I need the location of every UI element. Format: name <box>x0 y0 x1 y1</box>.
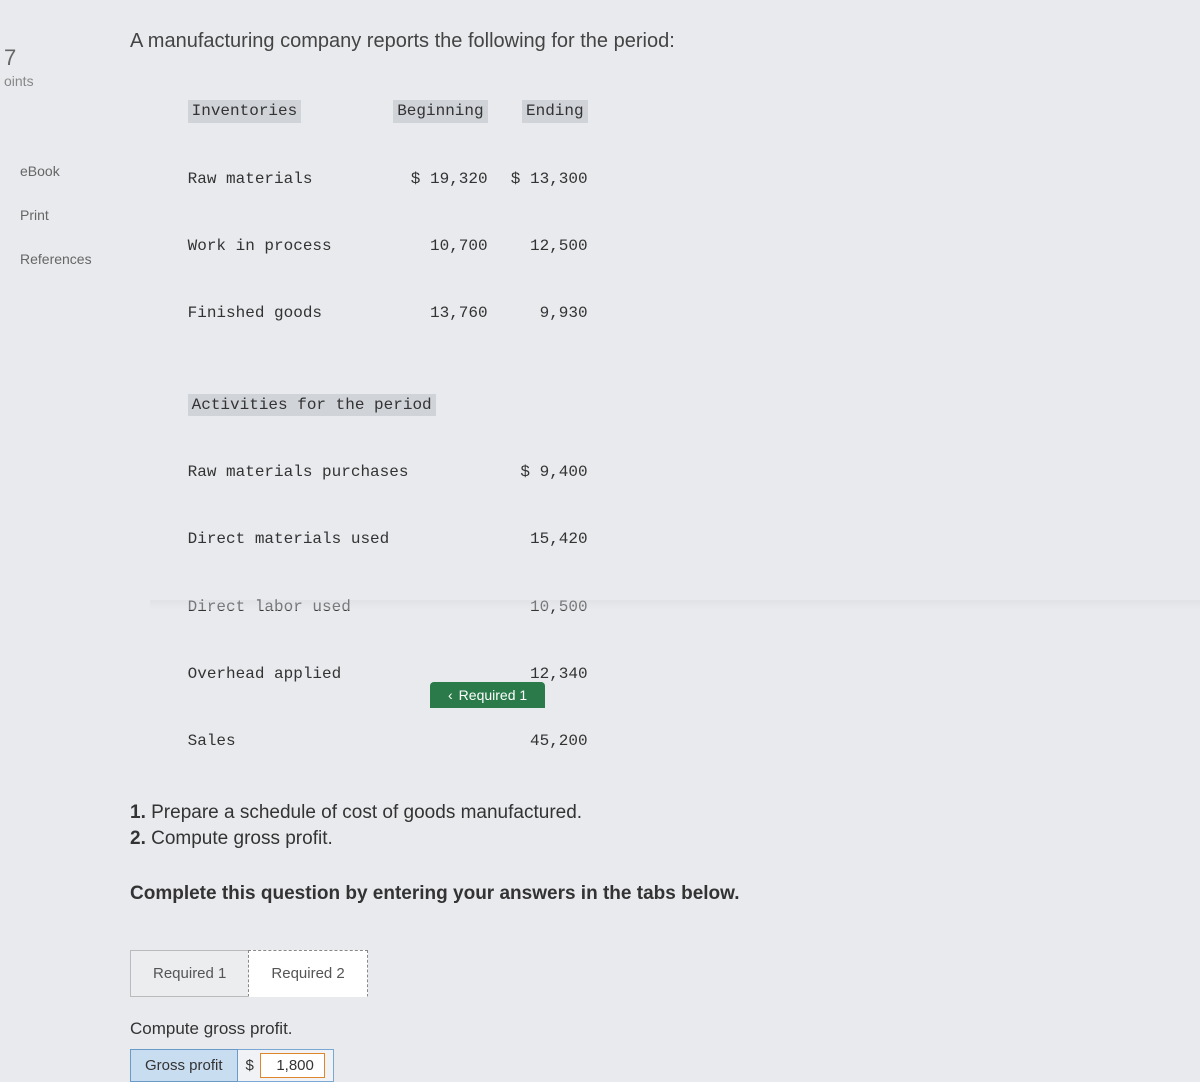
inv-row-beg: $ 19,320 <box>388 168 488 190</box>
table-row: Direct materials used15,420 <box>130 506 1180 573</box>
inventories-table: Inventories Beginning Ending Raw materials… <box>130 78 1180 347</box>
act-row-val: 15,420 <box>488 528 588 550</box>
question-number: 7 <box>0 45 110 71</box>
question-2: Compute gross profit. <box>151 828 333 849</box>
answer-label: Gross profit <box>130 1049 238 1082</box>
inv-header-beg: Beginning <box>393 100 487 122</box>
nav-prev-button[interactable]: ‹ Required 1 <box>430 682 545 708</box>
prompt-text: A manufacturing company reports the foll… <box>130 30 1180 53</box>
currency-symbol: $ <box>246 1057 254 1074</box>
inv-row-beg: 13,760 <box>388 302 488 324</box>
question-list: 1. Prepare a schedule of cost of goods m… <box>130 800 1180 853</box>
inv-row-end: 12,500 <box>488 235 588 257</box>
inv-row-beg: 10,700 <box>388 235 488 257</box>
table-row: Work in process10,70012,500 <box>130 212 1180 279</box>
act-header: Activities for the period <box>188 394 436 416</box>
sidebar: 7 oints eBook Print References <box>0 0 110 708</box>
tabs: Required 1 Required 2 <box>130 950 1180 997</box>
divider-bar <box>150 600 1200 610</box>
content-area: A manufacturing company reports the foll… <box>130 30 1180 1082</box>
table-row: Overhead applied12,340 <box>130 640 1180 707</box>
sidebar-links: eBook Print References <box>0 149 110 281</box>
sidebar-link-references[interactable]: References <box>0 237 110 281</box>
tab-required-2[interactable]: Required 2 <box>248 950 367 997</box>
inv-row-end: $ 13,300 <box>488 168 588 190</box>
tab-instruction: Compute gross profit. <box>130 1019 1180 1039</box>
inv-row-label: Finished goods <box>188 302 388 324</box>
table-row: Finished goods13,7609,930 <box>130 280 1180 347</box>
nav-prev-label: Required 1 <box>459 687 528 703</box>
table-row: Raw materials$ 19,320$ 13,300 <box>130 145 1180 212</box>
inv-row-label: Work in process <box>188 235 388 257</box>
table-row: Sales45,200 <box>130 708 1180 775</box>
table-row: Raw materials purchases$ 9,400 <box>130 439 1180 506</box>
instruction-text: Complete this question by entering your … <box>130 883 1180 905</box>
inv-header-name: Inventories <box>188 100 302 122</box>
act-row-val: $ 9,400 <box>488 461 588 483</box>
act-row-label: Sales <box>188 730 488 752</box>
question-1: Prepare a schedule of cost of goods manu… <box>151 802 582 823</box>
sidebar-link-print[interactable]: Print <box>0 193 110 237</box>
sidebar-link-ebook[interactable]: eBook <box>0 149 110 193</box>
act-row-label: Raw materials purchases <box>188 461 488 483</box>
act-row-val: 45,200 <box>488 730 588 752</box>
answer-input-wrap: $ 1,800 <box>238 1049 334 1082</box>
inv-row-label: Raw materials <box>188 168 388 190</box>
act-row-label: Direct materials used <box>188 528 488 550</box>
chevron-left-icon: ‹ <box>448 687 453 703</box>
answer-row: Gross profit $ 1,800 <box>130 1049 1180 1082</box>
activities-table: Activities for the period Raw materials … <box>130 372 1180 775</box>
points-label: oints <box>0 73 110 89</box>
tab-required-1[interactable]: Required 1 <box>130 950 248 997</box>
inv-header-end: Ending <box>522 100 588 122</box>
gross-profit-input[interactable]: 1,800 <box>260 1053 325 1078</box>
inv-row-end: 9,930 <box>488 302 588 324</box>
